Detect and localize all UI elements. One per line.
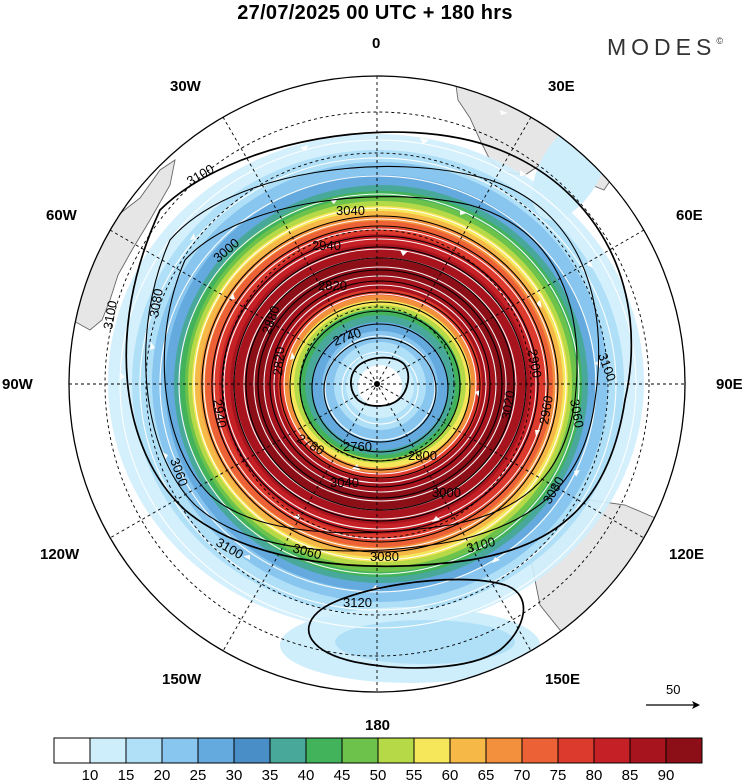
lon-label-90w: 90W xyxy=(2,376,33,393)
land-south-america xyxy=(69,159,176,331)
contour-label: 3080 xyxy=(146,287,166,318)
contour-3080 xyxy=(145,165,600,552)
brand-text: MODES xyxy=(607,34,717,60)
brand-logo: MODES© xyxy=(607,34,723,61)
contour-label: 3120 xyxy=(343,595,372,610)
contour-label: 3060 xyxy=(291,540,323,562)
contour-label: 3100 xyxy=(465,534,497,556)
lon-label-0: 0 xyxy=(372,35,381,52)
arrow-right-icon xyxy=(692,701,700,709)
contour-label: 2800 xyxy=(408,448,437,463)
map-disk xyxy=(69,76,685,692)
brand-mark: © xyxy=(716,36,723,46)
lon-label-30w: 30W xyxy=(170,78,201,95)
contour-label: 2940 xyxy=(210,398,230,429)
map-boundary xyxy=(68,75,686,693)
contour-label: 2960 xyxy=(536,394,556,425)
contour-label: 3100 xyxy=(100,299,120,330)
lon-label-150w: 150W xyxy=(162,671,202,688)
lon-label-120w: 120W xyxy=(40,546,80,563)
contour-3060 xyxy=(163,196,578,534)
contour-label: 3000 xyxy=(432,485,461,500)
graticule xyxy=(69,76,685,692)
map-title: 27/07/2025 00 UTC + 180 hrs xyxy=(237,2,513,24)
contour-label: 3060 xyxy=(567,398,587,429)
lon-label-120e: 120E xyxy=(669,546,705,563)
contour-label: 3040 xyxy=(336,203,365,218)
contour-label: 2900 xyxy=(525,348,545,379)
lon-label-90e: 90E xyxy=(716,376,743,393)
lon-label-30e: 30E xyxy=(548,78,575,95)
contour-label: 2820 xyxy=(318,278,347,293)
lon-label-60w: 60W xyxy=(46,207,77,224)
contour-label: 3040 xyxy=(330,475,359,490)
contour-label: 3080 xyxy=(370,549,399,564)
contour-label: 2940 xyxy=(312,238,341,253)
contour-label: 2760 xyxy=(343,439,372,454)
contour-label: 3020 xyxy=(498,389,518,420)
lon-label-180: 180 xyxy=(365,717,391,734)
reference-vector-label: 50 xyxy=(666,684,680,697)
lon-label-60e: 60E xyxy=(676,207,703,224)
contour-label: 2820 xyxy=(270,346,287,376)
contour-3120 xyxy=(307,578,525,669)
contour-3100 xyxy=(125,131,633,568)
lon-label-150e: 150E xyxy=(545,671,581,688)
reference-vector: 50 xyxy=(646,684,700,709)
